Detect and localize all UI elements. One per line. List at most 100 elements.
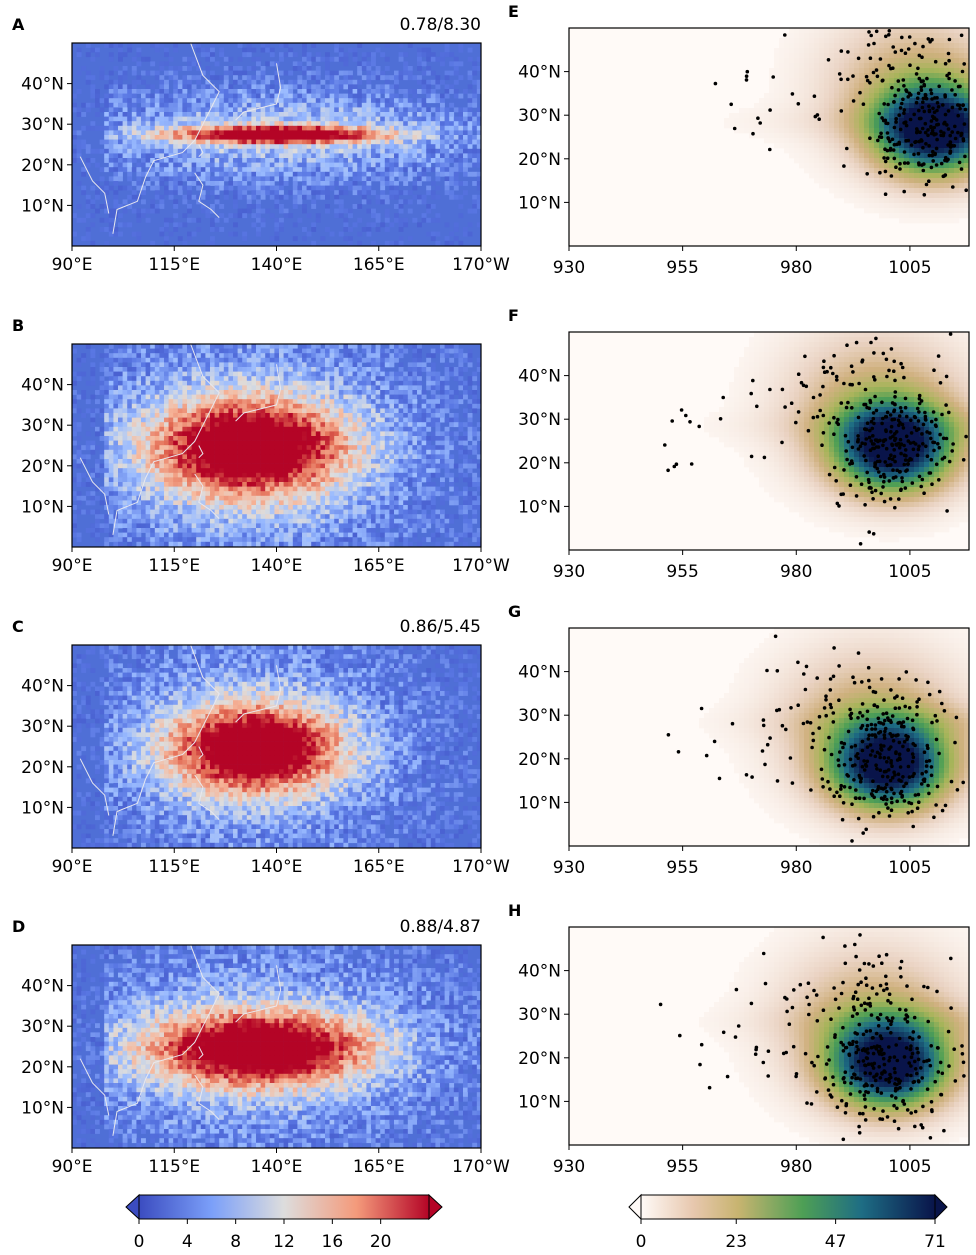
heatmap-cell xyxy=(417,139,422,145)
heatmap-cell xyxy=(159,107,165,113)
heatmap-cell xyxy=(421,89,427,94)
heatmap-cell xyxy=(302,454,307,460)
heatmap-cell xyxy=(320,408,326,414)
heatmap-cell xyxy=(104,417,110,423)
heatmap-cell xyxy=(242,376,248,382)
heatmap-cell xyxy=(421,61,427,67)
heatmap-cell xyxy=(223,148,229,154)
heatmap-cell xyxy=(108,472,114,478)
heatmap-cell xyxy=(453,348,459,354)
heatmap-cell xyxy=(430,167,436,173)
heatmap-cell xyxy=(90,47,96,53)
heatmap-cell xyxy=(118,348,123,354)
heatmap-cell xyxy=(205,162,211,168)
heatmap-cell xyxy=(104,472,110,478)
heatmap-cell xyxy=(288,348,294,354)
heatmap-cell xyxy=(343,139,349,145)
heatmap-cell xyxy=(357,102,363,108)
heatmap-cell xyxy=(343,422,349,428)
heatmap-cell xyxy=(394,162,399,168)
heatmap-cell xyxy=(118,422,123,428)
heatmap-cell xyxy=(306,98,312,104)
heatmap-cell xyxy=(403,112,409,117)
heatmap-cell xyxy=(265,413,271,418)
heatmap-cell xyxy=(205,477,211,483)
heatmap-cell xyxy=(274,431,280,437)
heatmap-cell xyxy=(108,394,114,400)
heatmap-cell xyxy=(99,376,105,382)
heatmap-cell xyxy=(228,380,234,386)
heatmap-cell xyxy=(375,436,381,441)
heatmap-cell xyxy=(223,449,229,455)
heatmap-cell xyxy=(421,162,427,168)
heatmap-cell xyxy=(246,472,252,478)
heatmap-cell xyxy=(177,66,183,71)
heatmap-cell xyxy=(398,468,404,474)
heatmap-cell xyxy=(118,102,123,108)
heatmap-cell xyxy=(357,472,363,478)
heatmap-cell xyxy=(251,440,257,446)
heatmap-cell xyxy=(315,449,321,455)
heatmap-cell xyxy=(366,208,372,214)
heatmap-cell xyxy=(214,344,220,349)
heatmap-cell xyxy=(205,436,211,441)
heatmap-cell xyxy=(191,84,197,90)
heatmap-cell xyxy=(274,107,280,113)
heatmap-cell xyxy=(348,367,353,372)
heatmap-cell xyxy=(476,357,481,363)
heatmap-cell xyxy=(131,390,137,395)
heatmap-cell xyxy=(389,376,395,382)
heatmap-cell xyxy=(274,227,280,232)
heatmap-cell xyxy=(348,422,353,428)
heatmap-cell xyxy=(104,227,110,232)
heatmap-cell xyxy=(458,204,464,209)
heatmap-cell xyxy=(246,43,252,48)
heatmap-cell xyxy=(352,84,358,90)
heatmap-cell xyxy=(233,417,238,423)
heatmap-cell xyxy=(325,348,330,354)
heatmap-cell xyxy=(131,459,137,464)
heatmap-cell xyxy=(228,454,234,460)
heatmap-cell xyxy=(228,185,234,191)
heatmap-cell xyxy=(394,459,399,464)
heatmap-cell xyxy=(113,171,119,177)
heatmap-cell xyxy=(352,190,358,196)
heatmap-cell xyxy=(338,362,344,368)
heatmap-cell xyxy=(407,431,413,437)
heatmap-cell xyxy=(219,371,225,377)
heatmap-cell xyxy=(131,394,137,400)
heatmap-cell xyxy=(150,362,156,368)
heatmap-cell xyxy=(260,459,266,464)
heatmap-cell xyxy=(380,408,386,414)
heatmap-cell xyxy=(343,454,349,460)
heatmap-cell xyxy=(173,79,179,85)
heatmap-cell xyxy=(348,158,353,163)
heatmap-cell xyxy=(191,454,197,460)
heatmap-cell xyxy=(85,213,91,219)
heatmap-cell xyxy=(440,459,445,464)
heatmap-cell xyxy=(251,89,257,94)
heatmap-cell xyxy=(279,417,284,423)
heatmap-cell xyxy=(145,477,151,483)
heatmap-cell xyxy=(384,194,390,200)
heatmap-cell xyxy=(320,79,326,85)
heatmap-cell xyxy=(223,167,229,173)
heatmap-cell xyxy=(228,399,234,405)
heatmap-cell xyxy=(173,385,179,391)
heatmap-cell xyxy=(118,171,123,177)
heatmap-cell xyxy=(108,454,114,460)
heatmap-cell xyxy=(136,417,142,423)
heatmap-cell xyxy=(228,213,234,219)
heatmap-cell xyxy=(435,231,441,237)
heatmap-cell xyxy=(274,194,280,200)
heatmap-cell xyxy=(108,436,114,441)
heatmap-cell xyxy=(210,454,215,460)
heatmap-cell xyxy=(200,190,206,196)
heatmap-cell xyxy=(361,472,367,478)
heatmap-cell xyxy=(233,380,238,386)
heatmap-cell xyxy=(127,84,133,90)
heatmap-cell xyxy=(127,394,133,400)
heatmap-cell xyxy=(366,107,372,113)
heatmap-cell xyxy=(76,181,82,186)
heatmap-cell xyxy=(108,176,114,182)
